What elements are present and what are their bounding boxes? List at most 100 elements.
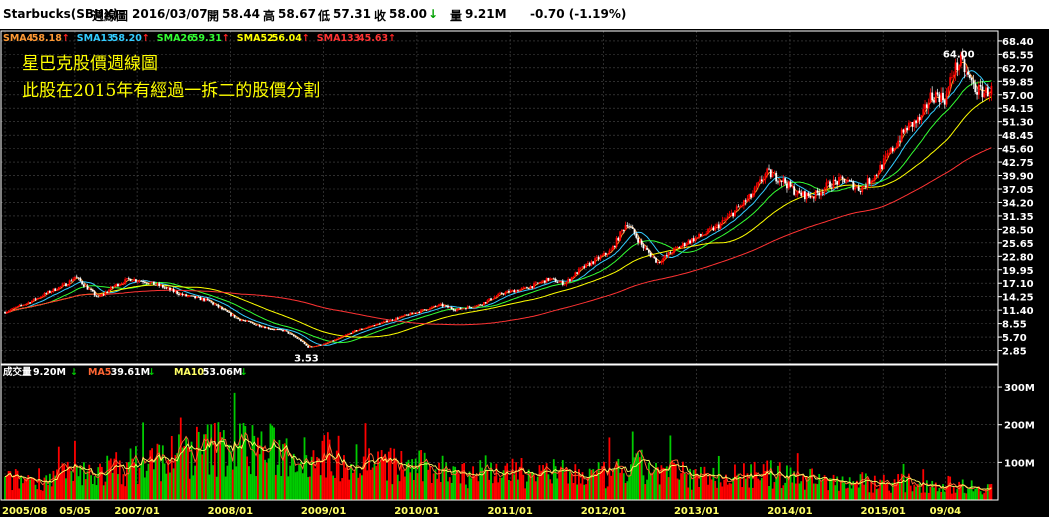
candle <box>855 185 858 189</box>
candle <box>448 306 451 309</box>
candle-body <box>619 231 622 241</box>
candle-body <box>809 195 812 198</box>
candle <box>838 173 840 186</box>
candle <box>375 323 378 327</box>
volume-bar <box>135 446 137 500</box>
volume-bar <box>282 444 284 500</box>
candle-body <box>90 288 92 290</box>
time-tick-label: 2009/01 <box>301 506 346 517</box>
volume-bar <box>179 417 182 500</box>
volume-bar <box>588 468 591 500</box>
candle <box>649 250 652 258</box>
candle-body <box>603 252 605 255</box>
candle <box>943 98 946 109</box>
candle <box>983 90 986 99</box>
candle <box>273 328 275 331</box>
volume-bar <box>741 487 744 500</box>
candle <box>771 169 774 178</box>
volume-bar <box>160 481 162 500</box>
volume-bar <box>986 484 989 500</box>
candle-body <box>4 312 6 314</box>
candle-body <box>490 298 492 300</box>
candle <box>84 284 87 287</box>
candle-body <box>933 100 935 103</box>
volume-bar <box>258 454 261 500</box>
candle-body <box>465 308 467 310</box>
volume-bar <box>576 484 579 500</box>
candle-body <box>81 281 84 285</box>
volume-legend-item: 成交量 9.20M ↓ <box>3 366 78 378</box>
candle <box>940 87 943 105</box>
candle-body <box>97 296 100 298</box>
volume-bar <box>387 451 390 500</box>
candle-body <box>520 288 523 290</box>
candle-body <box>784 178 787 184</box>
candle <box>588 261 591 267</box>
volume-bar <box>701 475 704 500</box>
candle <box>156 281 159 287</box>
candle <box>402 315 405 317</box>
candle <box>34 297 37 301</box>
candle-body <box>109 286 112 290</box>
candle-body <box>391 319 394 321</box>
candle <box>712 225 715 232</box>
volume-bar <box>491 483 494 500</box>
time-tick-label: 2008/01 <box>208 506 253 517</box>
annotation-title: 星巴克股價週線圖 <box>22 54 158 74</box>
candle-body <box>778 180 781 183</box>
candle-body <box>522 287 525 289</box>
candle-body <box>897 140 900 147</box>
candle-body <box>699 233 702 236</box>
volume-bar <box>79 465 82 500</box>
candle <box>210 301 213 304</box>
volume-bar <box>820 481 822 500</box>
volume-bar <box>981 494 984 500</box>
candle <box>622 229 625 233</box>
volume-bar <box>542 465 544 500</box>
candle-body <box>655 257 657 263</box>
candle-body <box>597 257 600 260</box>
candle-body <box>604 252 607 255</box>
price-tick-label: 54.15 <box>1002 104 1034 115</box>
candle-body <box>481 304 483 306</box>
candle <box>986 83 989 97</box>
volume-bar <box>870 482 873 500</box>
candle <box>188 295 191 298</box>
candle <box>172 287 175 294</box>
candle-body <box>47 291 49 294</box>
volume-bar <box>68 466 71 500</box>
candle-body <box>74 276 76 279</box>
volume-bar <box>466 488 469 500</box>
candle <box>265 327 268 329</box>
candle <box>827 180 830 185</box>
candle <box>515 289 518 294</box>
volume-bar <box>640 449 643 500</box>
candle <box>23 304 26 306</box>
annotation-split-note: 此股在2015年有經過一拆二的股價分割 <box>22 81 320 101</box>
candle <box>549 277 552 282</box>
candle-body <box>334 339 336 341</box>
candle-body <box>429 307 431 310</box>
volume-bar <box>805 476 808 500</box>
candle <box>39 295 42 299</box>
candle-body <box>143 282 146 283</box>
candle <box>79 276 82 282</box>
candle <box>861 185 864 195</box>
candle-body <box>378 323 381 325</box>
candle-body <box>303 342 306 345</box>
candle-body <box>190 295 193 297</box>
candle <box>757 181 760 188</box>
candle <box>346 333 349 335</box>
volume-bar <box>970 480 973 500</box>
candle-body <box>316 345 318 347</box>
period: 週線圖 <box>92 9 129 23</box>
candle <box>760 175 763 184</box>
candle-body <box>102 294 105 296</box>
candle <box>543 280 546 285</box>
candle-body <box>678 247 681 248</box>
candle <box>606 253 609 258</box>
volume-bar <box>665 466 668 500</box>
candle-body <box>687 240 690 245</box>
